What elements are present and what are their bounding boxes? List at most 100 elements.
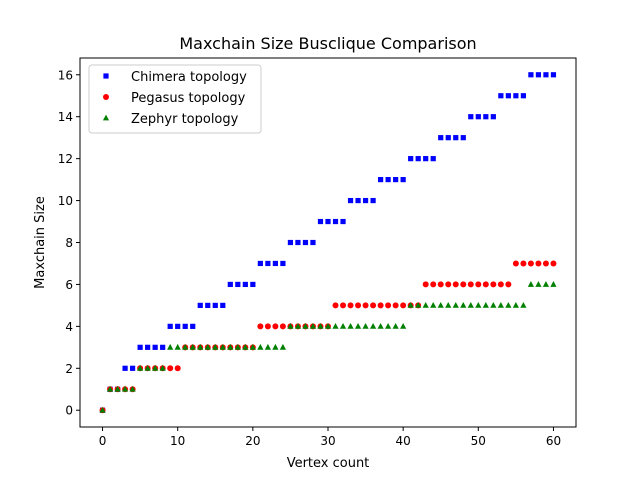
data-point [467,301,474,308]
data-point [340,218,346,225]
legend-label: Pegasus topology [131,91,246,106]
data-point [527,281,535,287]
data-point [400,322,407,329]
data-point [137,344,143,350]
data-point [159,364,166,371]
data-point [408,156,414,162]
data-point [483,114,489,120]
data-point [152,344,158,350]
data-point [400,302,407,309]
legend-entry: Pegasus topology [103,91,246,106]
legend-box [88,64,262,134]
data-point [317,322,324,329]
data-point [468,114,474,120]
data-point [460,301,467,308]
data-point [550,260,557,267]
x-tick-label: 20 [245,434,260,448]
data-point [302,322,309,329]
data-point [212,302,218,308]
data-point [272,260,278,267]
data-point [340,302,347,309]
data-point [520,301,527,308]
data-point [362,322,369,329]
data-point [355,197,361,204]
legend-marker [102,114,110,121]
data-point [362,197,369,204]
data-point [370,197,376,204]
y-tick-label: 8 [65,236,73,250]
y-tick-label: 2 [65,362,73,376]
data-point [430,301,437,308]
data-point [355,302,362,309]
data-point [422,301,429,308]
y-tick-label: 4 [65,320,73,334]
data-point [182,323,188,329]
data-point [145,344,151,350]
legend-marker [103,94,109,100]
data-point [325,218,331,225]
data-point [121,385,129,392]
data-point [490,114,496,120]
data-point [279,323,286,330]
data-point [347,302,354,309]
y-axis-label: Maxchain Size [33,196,48,289]
data-point [160,344,166,350]
x-axis-label: Vertex count [287,456,370,471]
data-point [422,281,429,288]
data-point [490,281,497,288]
data-point [99,406,106,413]
x-tick-label: 30 [320,434,335,448]
data-point [250,281,256,288]
data-point [400,177,406,183]
data-point [543,72,549,78]
data-point [437,301,444,308]
series-1-points [99,72,557,413]
data-point [535,72,542,78]
legend-entry: Chimera topology [103,70,247,85]
legend-label: Chimera topology [131,70,247,85]
data-point [287,322,294,329]
data-point [430,281,437,288]
data-point [385,322,392,329]
y-tick-label: 14 [58,110,73,124]
y-tick-label: 12 [58,152,73,166]
data-point [377,302,384,309]
data-point [520,93,526,99]
data-point [174,365,181,372]
data-point [482,301,489,308]
data-point [452,301,459,308]
data-point [174,343,181,350]
data-point [264,323,271,330]
data-point [332,218,339,225]
data-point [339,322,347,329]
data-point [505,281,512,288]
data-point [264,343,271,350]
data-point [452,281,459,288]
data-point [129,385,136,392]
data-point [498,93,504,99]
data-point [234,343,241,350]
legend: Chimera topology Pegasus topology Zephyr t… [88,64,262,134]
data-point [137,364,144,371]
data-point [460,135,466,141]
data-point [242,281,248,288]
data-point [497,281,504,288]
x-tick-label: 60 [546,434,561,448]
data-point [475,281,482,288]
data-point [475,301,482,308]
data-point [189,343,196,350]
data-point [197,302,203,308]
x-tick-label: 40 [396,434,411,448]
data-point [122,365,128,371]
data-point [370,302,377,309]
data-point [280,260,286,267]
data-point [445,281,452,288]
data-point [257,323,264,330]
data-point [415,301,422,308]
data-point [265,260,271,267]
data-point [190,323,196,329]
data-point [513,93,519,99]
data-point [167,365,174,372]
